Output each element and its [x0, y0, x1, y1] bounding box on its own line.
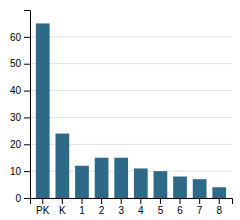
x-tick: K: [59, 198, 66, 216]
y-tick-label: 10: [10, 166, 22, 177]
x-tick-mark: [140, 198, 141, 204]
y-tick-mark: [24, 37, 30, 38]
grid-line: [30, 90, 232, 91]
x-tick-mark: [160, 198, 161, 204]
bar: [36, 23, 50, 198]
bar: [55, 134, 69, 198]
x-tick: 4: [138, 198, 144, 216]
x-axis: PK K 1 2 3 4 5 6 7 8: [31, 198, 233, 216]
x-tick-mark: [42, 198, 43, 204]
y-tick: 60: [10, 32, 30, 43]
y-tick: 30: [10, 112, 30, 123]
plot: PK K 1 2 3 4 5 6 7 8 0 10 20 30 40 50 60: [10, 11, 233, 217]
y-tick: 0: [15, 193, 30, 204]
chart: PK K 1 2 3 4 5 6 7 8 0 10 20 30 40 50 60: [0, 0, 240, 220]
y-tick-label: 30: [10, 112, 22, 123]
x-tick: 5: [158, 198, 164, 216]
y-tick-mark: [24, 171, 30, 172]
y-tick-label: 50: [10, 58, 22, 69]
bar: [154, 171, 168, 198]
x-axis-line: [31, 199, 233, 205]
x-tick-mark: [101, 198, 102, 204]
bar: [75, 166, 89, 198]
bar: [212, 187, 226, 198]
y-tick-label: 60: [10, 32, 22, 43]
x-tick: 7: [197, 198, 203, 216]
x-tick: 8: [216, 198, 222, 216]
x-tick-label: K: [59, 205, 66, 216]
x-tick-label: 1: [79, 205, 85, 216]
y-tick-mark: [24, 198, 30, 199]
grid-line: [30, 36, 232, 37]
x-tick-mark: [62, 198, 63, 204]
y-tick-label: 40: [10, 85, 22, 96]
y-axis: 0 10 20 30 40 50 60: [10, 11, 31, 204]
bar: [173, 177, 187, 198]
x-tick: 3: [118, 198, 124, 216]
x-tick-mark: [219, 198, 220, 204]
x-tick-mark: [180, 198, 181, 204]
y-tick-mark: [24, 144, 30, 145]
y-tick-mark: [24, 91, 30, 92]
y-axis-line: [24, 11, 31, 199]
bar: [134, 168, 148, 198]
y-tick: 40: [10, 85, 30, 96]
x-tick-label: 3: [118, 205, 124, 216]
x-tick: 1: [79, 198, 85, 216]
x-tick-mark: [121, 198, 122, 204]
x-tick-label: 2: [99, 205, 105, 216]
x-tick-label: PK: [36, 205, 50, 216]
x-tick-mark: [199, 198, 200, 204]
y-tick: 10: [10, 166, 30, 177]
x-tick-mark: [81, 198, 82, 204]
x-tick: 2: [99, 198, 105, 216]
y-tick: 20: [10, 139, 30, 150]
bars: [36, 23, 226, 198]
y-tick-mark: [24, 64, 30, 65]
x-tick-label: 4: [138, 205, 144, 216]
grid: [30, 37, 232, 198]
y-tick-mark: [24, 117, 30, 118]
grid-line: [30, 63, 232, 64]
y-tick: 50: [10, 58, 30, 69]
y-tick-label: 0: [15, 193, 21, 204]
x-tick: 6: [177, 198, 183, 216]
x-tick-label: 7: [197, 205, 203, 216]
x-tick: PK: [36, 198, 50, 216]
x-tick-label: 8: [216, 205, 222, 216]
x-tick-label: 5: [158, 205, 164, 216]
grid-line: [30, 117, 232, 118]
bar: [114, 158, 128, 198]
bar: [193, 179, 207, 198]
y-tick-label: 20: [10, 139, 22, 150]
x-tick-label: 6: [177, 205, 183, 216]
bar: [95, 158, 109, 198]
